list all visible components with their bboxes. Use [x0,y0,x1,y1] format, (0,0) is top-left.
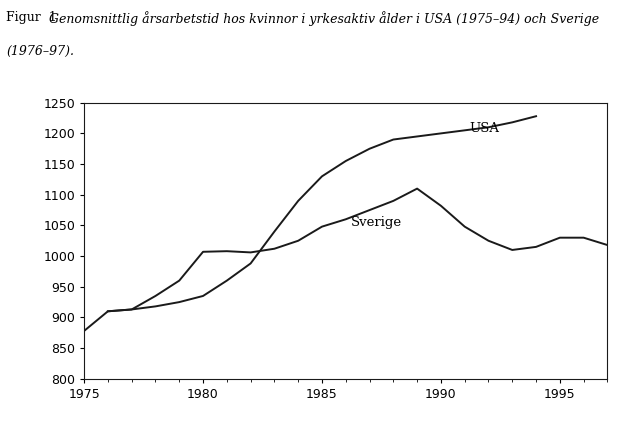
Text: Sverige: Sverige [351,216,402,229]
Text: (1976–97).: (1976–97). [6,45,74,58]
Text: Genomsnittlig årsarbetstid hos kvinnor i yrkesaktiv ålder i USA (1975–94) och Sv: Genomsnittlig årsarbetstid hos kvinnor i… [45,11,599,26]
Text: USA: USA [470,122,500,135]
Text: Figur  1: Figur 1 [6,11,57,24]
